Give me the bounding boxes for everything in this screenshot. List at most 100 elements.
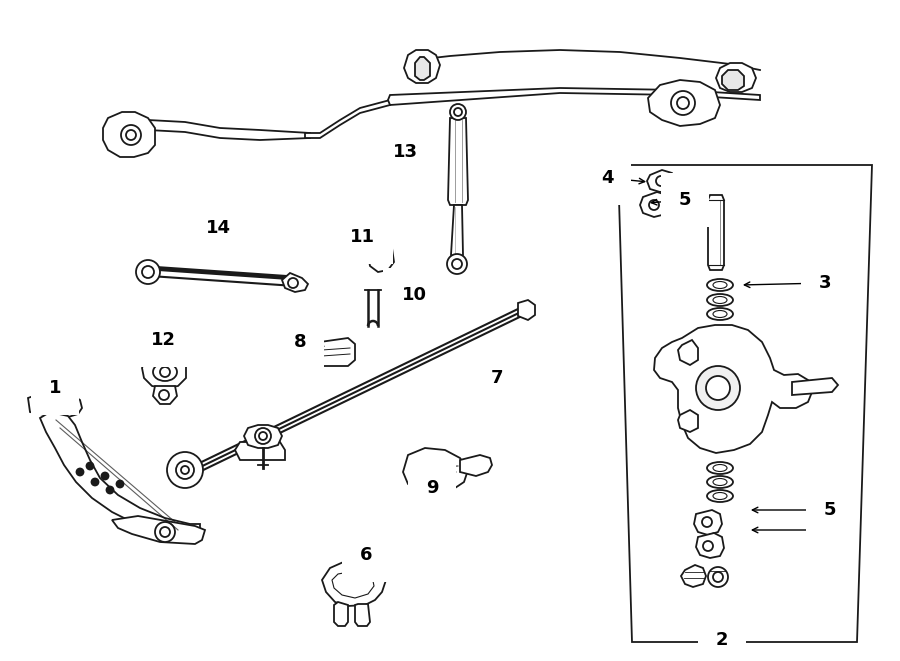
Circle shape (160, 367, 170, 377)
Text: 12: 12 (150, 331, 176, 349)
Polygon shape (148, 120, 310, 140)
Ellipse shape (713, 479, 727, 485)
Circle shape (288, 278, 298, 288)
Polygon shape (388, 88, 760, 105)
Polygon shape (404, 50, 440, 83)
Polygon shape (640, 192, 670, 217)
Text: 9: 9 (426, 479, 438, 497)
Circle shape (706, 376, 730, 400)
Circle shape (121, 125, 141, 145)
Circle shape (450, 104, 466, 120)
Circle shape (703, 541, 713, 551)
Circle shape (102, 473, 109, 479)
Ellipse shape (713, 297, 727, 303)
Polygon shape (518, 300, 535, 320)
Circle shape (176, 461, 194, 479)
Ellipse shape (713, 465, 727, 471)
Circle shape (57, 396, 73, 412)
Polygon shape (654, 325, 812, 453)
Text: 5: 5 (679, 191, 691, 209)
Polygon shape (332, 570, 374, 598)
Text: 10: 10 (401, 286, 427, 304)
Polygon shape (313, 338, 355, 366)
Circle shape (136, 260, 160, 284)
Circle shape (702, 517, 712, 527)
Polygon shape (142, 354, 186, 388)
Circle shape (649, 200, 659, 210)
Polygon shape (460, 455, 492, 476)
Circle shape (454, 108, 462, 116)
Polygon shape (716, 63, 756, 92)
Ellipse shape (707, 462, 733, 474)
Ellipse shape (713, 492, 727, 500)
Polygon shape (334, 602, 348, 626)
Circle shape (159, 390, 169, 400)
Polygon shape (678, 410, 698, 432)
Circle shape (142, 266, 154, 278)
Ellipse shape (707, 476, 733, 488)
Circle shape (116, 481, 123, 488)
Circle shape (656, 176, 666, 186)
Polygon shape (103, 112, 155, 157)
Circle shape (155, 522, 175, 542)
Ellipse shape (707, 294, 733, 306)
Circle shape (259, 432, 267, 440)
Text: 4: 4 (824, 521, 836, 539)
Ellipse shape (707, 490, 733, 502)
Circle shape (86, 463, 94, 469)
Circle shape (92, 479, 98, 485)
Polygon shape (153, 386, 177, 404)
Polygon shape (708, 195, 724, 270)
Polygon shape (647, 170, 675, 192)
Circle shape (106, 486, 113, 494)
Text: 6: 6 (360, 546, 373, 564)
Text: 3: 3 (819, 274, 832, 292)
Polygon shape (355, 604, 370, 626)
Circle shape (160, 527, 170, 537)
Text: 11: 11 (349, 228, 374, 246)
Polygon shape (112, 516, 205, 544)
Circle shape (167, 452, 203, 488)
Text: 4: 4 (601, 169, 613, 187)
Circle shape (677, 97, 689, 109)
Polygon shape (618, 165, 872, 642)
Polygon shape (696, 533, 724, 558)
Polygon shape (235, 442, 285, 460)
Polygon shape (403, 448, 468, 494)
Circle shape (447, 254, 467, 274)
Circle shape (452, 259, 462, 269)
Polygon shape (415, 57, 430, 80)
Polygon shape (792, 378, 838, 395)
Polygon shape (244, 425, 282, 448)
Ellipse shape (707, 279, 733, 291)
Polygon shape (368, 242, 394, 272)
Text: 5: 5 (824, 501, 836, 519)
Polygon shape (722, 70, 744, 90)
Text: 13: 13 (392, 143, 418, 161)
Polygon shape (305, 100, 390, 138)
Circle shape (708, 567, 728, 587)
Ellipse shape (713, 311, 727, 317)
Polygon shape (451, 205, 463, 258)
Circle shape (181, 466, 189, 474)
Circle shape (61, 400, 69, 408)
Circle shape (713, 572, 723, 582)
Circle shape (255, 428, 271, 444)
Polygon shape (28, 390, 82, 418)
Polygon shape (681, 565, 706, 587)
Polygon shape (448, 118, 468, 205)
Text: 1: 1 (49, 379, 61, 397)
Ellipse shape (153, 363, 177, 381)
Text: 14: 14 (205, 219, 230, 237)
Text: 7: 7 (491, 369, 503, 387)
Circle shape (696, 366, 740, 410)
Polygon shape (322, 560, 386, 606)
Polygon shape (694, 510, 722, 535)
Text: 2: 2 (716, 631, 728, 649)
Ellipse shape (707, 308, 733, 320)
Ellipse shape (713, 282, 727, 288)
Polygon shape (282, 273, 308, 292)
Circle shape (126, 130, 136, 140)
Polygon shape (40, 412, 200, 538)
Circle shape (671, 91, 695, 115)
